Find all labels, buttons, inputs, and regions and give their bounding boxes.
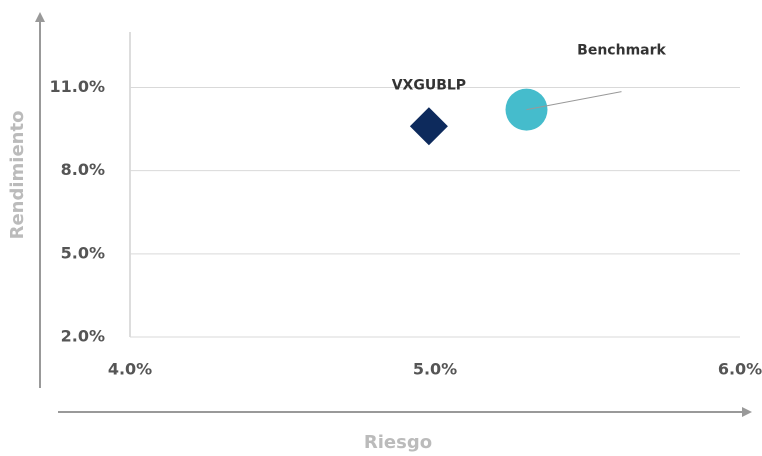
y-axis-title: Rendimiento [7,111,28,240]
point-label: VXGUBLP [392,77,466,93]
y-tick-label: 8.0% [61,160,105,179]
point-label: Benchmark [577,43,666,59]
x-tick-label: 6.0% [718,360,762,379]
y-tick-label: 2.0% [61,327,105,346]
x-axis-title: Riesgo [364,432,432,453]
x-tick-label: 4.0% [108,360,152,379]
x-tick-label: 5.0% [413,360,457,379]
y-tick-label: 11.0% [49,77,105,96]
point-diamond [409,107,448,146]
leader-line [526,91,622,111]
y-tick-label: 5.0% [61,243,105,262]
